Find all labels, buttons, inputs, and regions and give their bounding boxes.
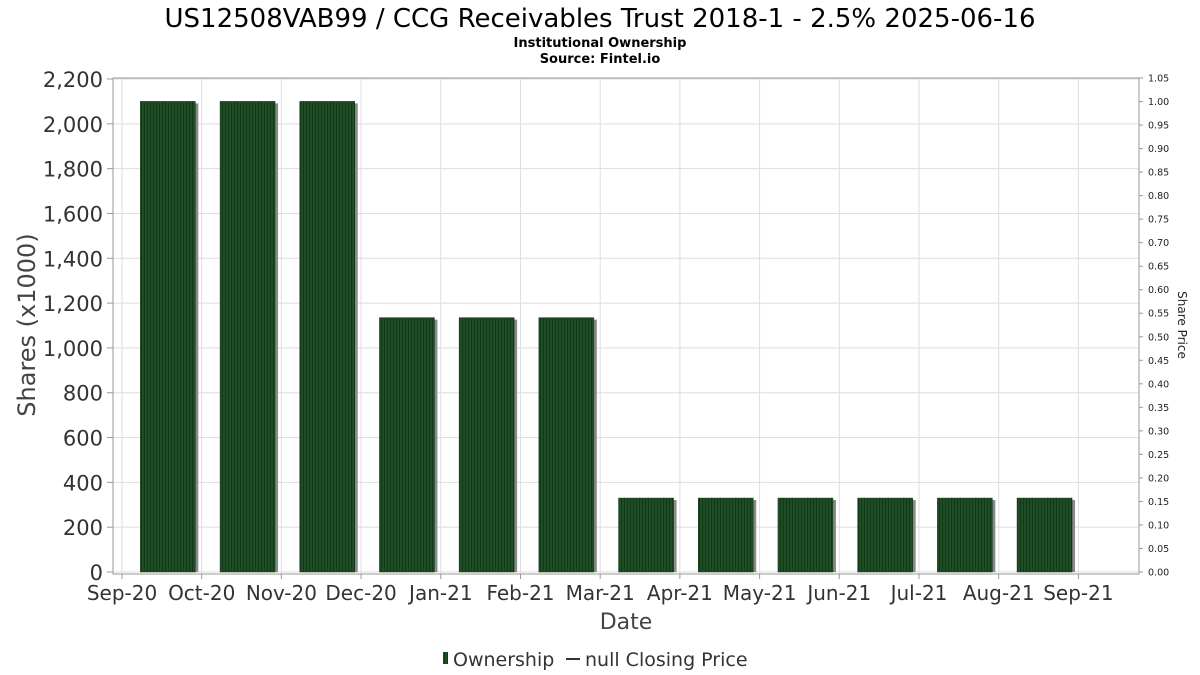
y2-tick-label: 0.05 (1148, 544, 1169, 555)
x-tick-label: Oct-20 (168, 581, 235, 605)
y2-axis-label: Share Price (1175, 291, 1189, 359)
y2-tick-label: 0.75 (1148, 215, 1169, 226)
x-tick-label: Jun-21 (805, 581, 871, 605)
chart-source: Source: Fintel.io (540, 52, 661, 67)
y2-tick-label: 0.25 (1148, 450, 1169, 461)
y2-tick-label: 0.90 (1148, 144, 1169, 155)
legend-ownership-label: Ownership (453, 649, 554, 671)
x-tick-label: Jul-21 (889, 581, 948, 605)
y2-tick-label: 0.20 (1148, 473, 1169, 484)
y-axis-left: 0 200 400 600 800 1,000 1,200 1,400 1,600 1,800 2,… (43, 68, 113, 585)
x-axis-label: Date (600, 610, 653, 635)
bar-Dec-20 (299, 101, 355, 573)
bar-Nov-20 (219, 101, 276, 573)
x-tick-label: Feb-21 (486, 581, 554, 605)
bar-Aug-21 (937, 497, 993, 573)
y-tick-label: 400 (63, 471, 103, 495)
y-axis-right: 0.00 0.05 0.10 0.15 0.20 0.25 0.30 0.35 0.40 0.45… (1139, 74, 1169, 579)
y-tick-label: 2,200 (43, 68, 103, 92)
y2-tick-label: 0.55 (1148, 309, 1169, 320)
y2-tick-label: 0.60 (1148, 285, 1169, 296)
x-tick-label: Sep-20 (87, 581, 157, 605)
bar-Jun-21 (777, 497, 834, 573)
x-tick-label: Dec-20 (325, 581, 396, 605)
y2-tick-label: 0.95 (1148, 121, 1169, 132)
plot-area (112, 77, 1140, 575)
bar-Jul-21 (857, 497, 913, 573)
y2-tick-label: 0.80 (1148, 191, 1169, 202)
y-tick-label: 200 (63, 516, 103, 540)
y2-tick-label: 0.70 (1148, 238, 1169, 249)
bar-Mar-21 (538, 317, 595, 573)
y-tick-label: 1,800 (43, 158, 103, 182)
legend-price-label: null Closing Price (585, 649, 748, 671)
y-tick-label: 1,600 (43, 202, 103, 226)
y2-tick-label: 0.15 (1148, 497, 1169, 508)
bar-Feb-21 (458, 317, 515, 573)
bar-Sep-21 (1016, 497, 1073, 573)
bar-Apr-21 (618, 497, 674, 573)
y2-tick-label: 1.00 (1148, 97, 1169, 108)
y2-tick-label: 0.00 (1148, 568, 1169, 579)
y-tick-label: 1,400 (43, 247, 103, 271)
x-axis: Sep-20 Oct-20 Nov-20 Dec-20 Jan-21 Feb-21 Mar-… (87, 574, 1114, 605)
y2-tick-label: 0.35 (1148, 403, 1169, 414)
chart-title: US12508VAB99 / CCG Receivables Trust 201… (165, 4, 1036, 34)
bar-Jan-21 (379, 317, 435, 573)
x-tick-label: May-21 (723, 581, 797, 605)
y2-tick-label: 1.05 (1148, 74, 1169, 85)
y-tick-label: 0 (90, 561, 103, 585)
bars (140, 101, 1076, 573)
x-tick-label: Apr-21 (647, 581, 713, 605)
x-tick-label: Sep-21 (1043, 581, 1113, 605)
legend: Ownership null Closing Price (443, 649, 748, 671)
y2-tick-label: 0.65 (1148, 262, 1169, 273)
y-tick-label: 600 (63, 427, 103, 451)
grid-lines (113, 78, 1139, 574)
y2-tick-label: 0.85 (1148, 168, 1169, 179)
y-tick-label: 2,000 (43, 113, 103, 137)
y-tick-label: 1,000 (43, 337, 103, 361)
y2-tick-label: 0.10 (1148, 520, 1169, 531)
x-tick-label: Aug-21 (963, 581, 1035, 605)
chart-subtitle: Institutional Ownership (514, 36, 687, 51)
bar-May-21 (698, 497, 754, 573)
y2-tick-label: 0.45 (1148, 356, 1169, 367)
y2-tick-label: 0.50 (1148, 332, 1169, 343)
y-axis-label: Shares (x1000) (13, 233, 41, 416)
bar-Oct-20 (140, 101, 196, 573)
y-tick-label: 1,200 (43, 292, 103, 316)
y-tick-label: 800 (63, 382, 103, 406)
x-tick-label: Nov-20 (246, 581, 317, 605)
y2-tick-label: 0.30 (1148, 426, 1169, 437)
y2-tick-label: 0.40 (1148, 379, 1169, 390)
x-tick-label: Mar-21 (566, 581, 635, 605)
legend-ownership-swatch (443, 652, 448, 664)
x-tick-label: Jan-21 (407, 581, 473, 605)
